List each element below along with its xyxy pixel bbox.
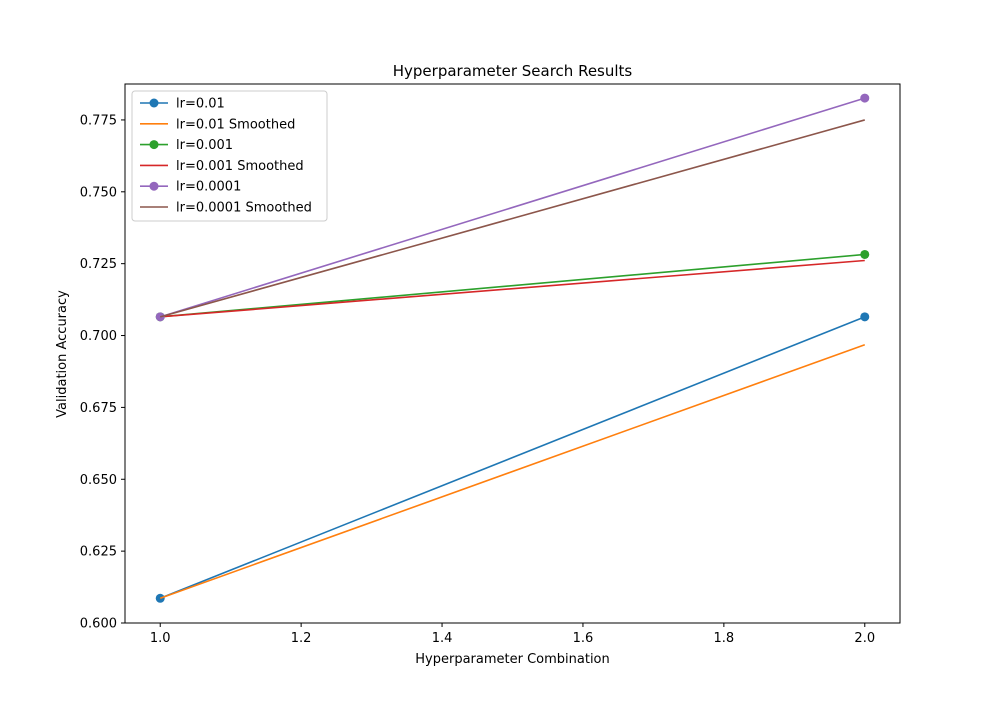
data-point-0-1: [860, 312, 870, 322]
legend-label: lr=0.0001 Smoothed: [176, 201, 312, 216]
series-line-4: [159, 97, 866, 318]
legend-marker: [149, 98, 159, 108]
series-line-2: [160, 253, 865, 318]
x-tick-label: 2.0: [854, 631, 875, 646]
legend-marker: [149, 140, 159, 150]
series-line-0: [159, 316, 866, 600]
legend: lr=0.01 lr=0.01 Smoothed lr=0.001 lr=0.001 …: [131, 90, 328, 222]
x-axis-label: Hyperparameter Combination: [415, 652, 610, 667]
series-line-3: [160, 259, 865, 318]
x-tick-label: 1.0: [150, 631, 171, 646]
legend-label: lr=0.001 Smoothed: [176, 159, 304, 174]
y-tick-label: 0.775: [80, 113, 117, 128]
x-axis: 1.0 1.2 1.4 1.6 1.8 2.0: [150, 623, 875, 646]
plot-area-frame: [124, 83, 901, 624]
y-tick-label: 0.750: [80, 185, 117, 200]
y-axis-label: Validation Accuracy: [55, 290, 70, 418]
x-tick-label: 1.2: [291, 631, 312, 646]
series-line-1: [159, 343, 866, 600]
y-tick-label: 0.700: [80, 329, 117, 344]
legend-marker: [149, 181, 159, 191]
legend-label: lr=0.001: [176, 138, 233, 153]
plot-lines: [155, 93, 870, 603]
y-axis: 0.600 0.625 0.650 0.675 0.700 0.725 0.750 0.775: [80, 113, 125, 632]
data-point-4-1: [860, 93, 870, 103]
legend-label: lr=0.01: [176, 97, 225, 112]
chart-title: Hyperparameter Search Results: [393, 62, 633, 80]
legend-label: lr=0.0001: [176, 180, 241, 195]
series-line-5: [160, 119, 865, 318]
y-tick-label: 0.625: [80, 545, 117, 560]
legend-label: lr=0.01 Smoothed: [176, 117, 295, 132]
legend-box: [131, 90, 328, 222]
data-point-2-1: [860, 249, 870, 259]
y-tick-label: 0.600: [80, 617, 117, 632]
x-tick-label: 1.8: [714, 631, 735, 646]
y-tick-label: 0.650: [80, 473, 117, 488]
x-tick-label: 1.6: [573, 631, 594, 646]
x-tick-label: 1.4: [432, 631, 453, 646]
y-tick-label: 0.675: [80, 401, 117, 416]
y-tick-label: 0.725: [80, 257, 117, 272]
